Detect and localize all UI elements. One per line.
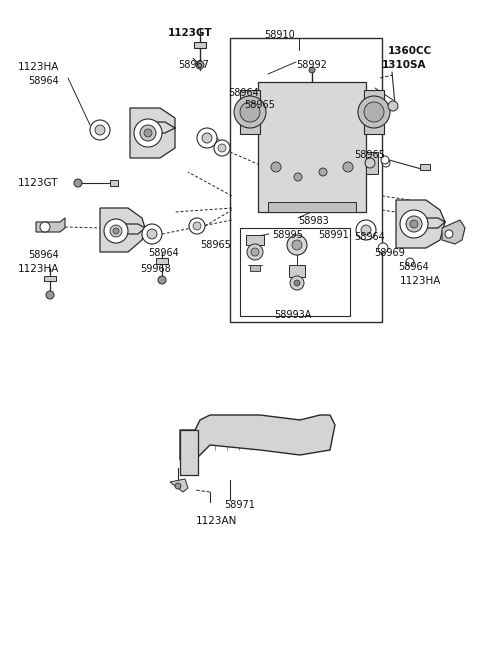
Text: 1123GT: 1123GT [18, 178, 59, 188]
Text: 1360CC: 1360CC [388, 46, 432, 56]
Polygon shape [442, 220, 465, 244]
Bar [156, 258, 168, 264]
Circle shape [271, 162, 281, 172]
Circle shape [104, 219, 128, 243]
Circle shape [113, 228, 119, 234]
Circle shape [365, 158, 375, 168]
Circle shape [90, 120, 110, 140]
Text: 1123GT: 1123GT [168, 28, 213, 38]
Circle shape [381, 156, 389, 164]
Circle shape [196, 61, 204, 69]
Bar [420, 164, 430, 170]
Text: 58965: 58965 [244, 100, 275, 110]
Polygon shape [396, 200, 445, 248]
Circle shape [445, 230, 453, 238]
Text: 58992: 58992 [296, 60, 327, 70]
Circle shape [309, 67, 315, 73]
Polygon shape [170, 479, 188, 492]
Polygon shape [36, 218, 65, 232]
Text: 58967: 58967 [178, 60, 209, 70]
Circle shape [319, 168, 327, 176]
Bar [44, 276, 56, 281]
Circle shape [147, 229, 157, 239]
Circle shape [388, 101, 398, 111]
Circle shape [294, 280, 300, 286]
Circle shape [292, 240, 302, 250]
Text: 58964: 58964 [228, 88, 259, 98]
Circle shape [110, 225, 122, 237]
Circle shape [294, 173, 302, 181]
Bar [289, 265, 305, 277]
Text: 58964: 58964 [28, 76, 59, 86]
Text: 58964: 58964 [28, 250, 59, 260]
Bar [240, 228, 350, 316]
Circle shape [382, 159, 390, 167]
Text: 59968: 59968 [140, 264, 171, 274]
Circle shape [410, 220, 418, 228]
Circle shape [287, 235, 307, 255]
Text: 58964: 58964 [398, 262, 429, 272]
Circle shape [46, 291, 54, 299]
Text: 1123HA: 1123HA [18, 264, 60, 274]
Circle shape [290, 276, 304, 290]
Circle shape [406, 258, 414, 266]
Text: 1123AN: 1123AN [196, 516, 238, 526]
Circle shape [142, 224, 162, 244]
Polygon shape [180, 415, 335, 460]
Circle shape [378, 243, 388, 253]
Text: 1123HA: 1123HA [18, 62, 60, 72]
Circle shape [134, 119, 162, 147]
Circle shape [361, 225, 371, 235]
Bar [194, 42, 206, 48]
Circle shape [175, 483, 181, 489]
Text: 58983: 58983 [298, 216, 329, 226]
Text: 58971: 58971 [224, 500, 255, 510]
Text: 58969: 58969 [374, 248, 405, 258]
Circle shape [218, 144, 226, 152]
Bar [246, 235, 264, 245]
Circle shape [400, 210, 428, 238]
Text: 58993A: 58993A [274, 310, 312, 320]
Text: 58991: 58991 [318, 230, 349, 240]
Circle shape [144, 129, 152, 137]
Circle shape [95, 125, 105, 135]
Bar [230, 38, 382, 322]
Polygon shape [180, 430, 198, 475]
Text: 58965: 58965 [354, 150, 385, 160]
Circle shape [356, 220, 376, 240]
Polygon shape [240, 90, 260, 134]
Polygon shape [258, 82, 366, 212]
Bar [250, 265, 260, 271]
Polygon shape [364, 90, 384, 134]
Circle shape [140, 125, 156, 141]
Polygon shape [100, 208, 145, 252]
Circle shape [343, 162, 353, 172]
Circle shape [247, 244, 263, 260]
Text: 1123HA: 1123HA [400, 276, 442, 286]
Circle shape [251, 248, 259, 256]
Text: 58965: 58965 [200, 240, 231, 250]
Text: 58964: 58964 [148, 248, 179, 258]
Text: 1310SA: 1310SA [382, 60, 427, 70]
Polygon shape [130, 108, 175, 158]
Circle shape [74, 179, 82, 187]
Text: 58910: 58910 [264, 30, 295, 40]
Bar [110, 180, 118, 186]
Circle shape [240, 102, 260, 122]
Circle shape [406, 216, 422, 232]
Polygon shape [268, 202, 356, 212]
Circle shape [214, 140, 230, 156]
Circle shape [158, 276, 166, 284]
Circle shape [197, 128, 217, 148]
Circle shape [234, 96, 266, 128]
Circle shape [193, 222, 201, 230]
Text: 58995: 58995 [272, 230, 303, 240]
Circle shape [364, 102, 384, 122]
Bar [366, 152, 378, 174]
Circle shape [189, 218, 205, 234]
Circle shape [202, 133, 212, 143]
Circle shape [40, 222, 50, 232]
Text: 58964: 58964 [354, 232, 385, 242]
Circle shape [358, 96, 390, 128]
